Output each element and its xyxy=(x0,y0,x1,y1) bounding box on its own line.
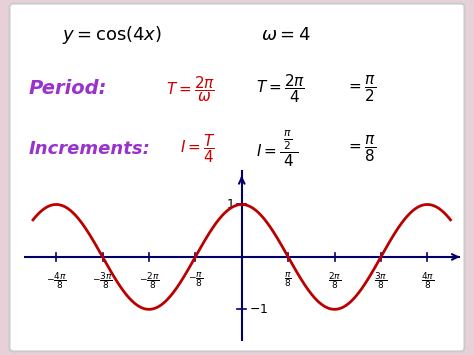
Text: $1$: $1$ xyxy=(226,198,235,211)
Text: $T = \dfrac{2\pi}{4}$: $T = \dfrac{2\pi}{4}$ xyxy=(256,72,305,105)
Text: $y = \cos(4x)$: $y = \cos(4x)$ xyxy=(62,24,162,47)
Text: $I = \dfrac{\;\frac{\pi}{2}\;}{4}$: $I = \dfrac{\;\frac{\pi}{2}\;}{4}$ xyxy=(256,129,298,169)
Text: $I = \dfrac{T}{4}$: $I = \dfrac{T}{4}$ xyxy=(180,133,216,165)
Text: $\dfrac{2\pi}{8}$: $\dfrac{2\pi}{8}$ xyxy=(328,270,341,291)
Text: Increments:: Increments: xyxy=(28,140,150,158)
Text: $\omega = 4$: $\omega = 4$ xyxy=(261,27,310,44)
Text: $-\dfrac{\pi}{8}$: $-\dfrac{\pi}{8}$ xyxy=(188,270,203,289)
Text: $= \dfrac{\pi}{2}$: $= \dfrac{\pi}{2}$ xyxy=(346,74,376,104)
Text: $= \dfrac{\pi}{8}$: $= \dfrac{\pi}{8}$ xyxy=(346,134,376,164)
Text: Period:: Period: xyxy=(28,79,107,98)
Text: $-1$: $-1$ xyxy=(249,303,268,316)
Text: $\dfrac{\pi}{8}$: $\dfrac{\pi}{8}$ xyxy=(284,270,292,289)
Text: $-\dfrac{3\pi}{8}$: $-\dfrac{3\pi}{8}$ xyxy=(92,270,113,291)
Text: $T = \dfrac{2\pi}{\omega}$: $T = \dfrac{2\pi}{\omega}$ xyxy=(166,74,215,104)
Text: $\dfrac{4\pi}{8}$: $\dfrac{4\pi}{8}$ xyxy=(421,270,434,291)
Text: $\dfrac{3\pi}{8}$: $\dfrac{3\pi}{8}$ xyxy=(374,270,388,291)
Text: $-\dfrac{4\pi}{8}$: $-\dfrac{4\pi}{8}$ xyxy=(46,270,66,291)
Text: $-\dfrac{2\pi}{8}$: $-\dfrac{2\pi}{8}$ xyxy=(138,270,159,291)
